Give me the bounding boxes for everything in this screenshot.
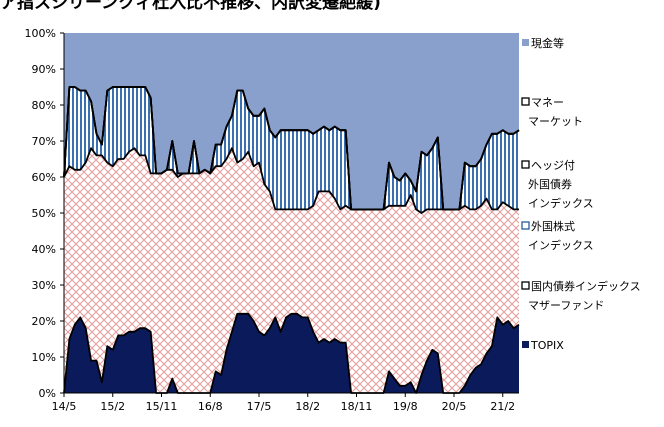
legend-swatch — [522, 39, 529, 46]
legend: 現金等マネーマーケットヘッジ付外国債券インデックス外国株式インデックス国内債券イ… — [521, 36, 641, 352]
y-tick-label: 70% — [32, 135, 56, 148]
y-tick-label: 10% — [32, 351, 56, 364]
y-tick-label: 60% — [32, 171, 56, 184]
x-tick-label: 15/11 — [146, 400, 178, 413]
x-tick-label: 15/2 — [100, 400, 125, 413]
legend-label: マネーマーケット — [528, 96, 583, 128]
x-tick-label: 18/11 — [341, 400, 373, 413]
y-tick-label: 30% — [32, 279, 56, 292]
y-tick-label: 100% — [25, 27, 56, 40]
axes: 0% 10% 20% 30% 40% 50% 60% 70% 80% 90% 100% 14/5 15/… — [25, 27, 519, 413]
x-tick-label: 14/5 — [52, 400, 77, 413]
area-series-0 — [64, 313, 519, 393]
legend-swatch — [521, 281, 530, 290]
y-tick-label: 90% — [32, 63, 56, 76]
y-tick-label: 50% — [32, 207, 56, 220]
x-tick-label: 16/8 — [198, 400, 223, 413]
legend-label: 現金等 — [531, 36, 564, 50]
y-tick-label: 40% — [32, 243, 56, 256]
x-tick-label: 21/2 — [490, 400, 515, 413]
chart-title: ア指スシリーンクィ杜入比不推移、内訳変遷絶緩) — [0, 0, 381, 10]
legend-label: TOPIX — [530, 339, 564, 352]
legend-label: 国内債券インデックスマザーファンド — [528, 279, 641, 312]
legend-swatch — [521, 221, 530, 230]
series-areas — [64, 33, 519, 393]
legend-label: ヘッジ付外国債券インデックス — [528, 159, 594, 210]
x-tick-label: 19/8 — [393, 400, 418, 413]
area-series-5 — [64, 33, 519, 210]
area-series-2 — [64, 87, 519, 213]
x-tick-label: 18/2 — [295, 400, 320, 413]
y-tick-label: 20% — [32, 315, 56, 328]
y-tick-label: 0% — [39, 387, 56, 400]
x-tick-label: 17/5 — [247, 400, 272, 413]
legend-label: 外国株式インデックス — [528, 219, 594, 252]
line-series-4 — [63, 86, 520, 211]
legend-swatch — [522, 341, 529, 348]
area-series-1 — [64, 148, 519, 393]
y-tick-label: 80% — [32, 99, 56, 112]
legend-swatch — [521, 97, 530, 106]
x-tick-label: 20/5 — [442, 400, 467, 413]
legend-swatch — [521, 160, 530, 169]
